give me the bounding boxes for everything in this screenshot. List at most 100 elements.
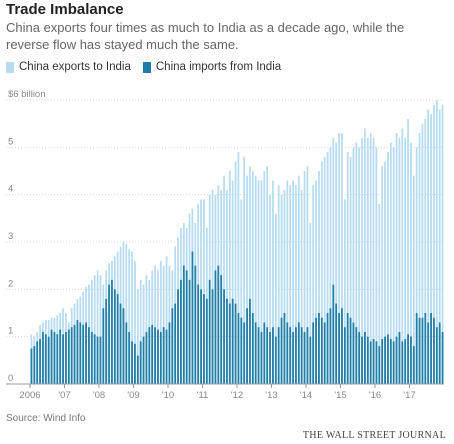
import-bar xyxy=(88,327,90,384)
export-bar xyxy=(266,166,269,384)
export-bar xyxy=(134,260,136,384)
export-bar xyxy=(142,284,145,384)
export-bar xyxy=(154,265,156,384)
export-bar xyxy=(272,180,274,384)
export-bar xyxy=(341,133,343,384)
export-bar xyxy=(289,185,292,384)
import-bar xyxy=(277,327,280,384)
import-bar xyxy=(369,341,372,384)
export-bar xyxy=(372,137,375,384)
import-bar xyxy=(180,279,182,384)
import-bar xyxy=(300,327,303,384)
import-bar xyxy=(392,341,395,384)
legend-item-imports: China imports from India xyxy=(142,61,281,73)
import-bar xyxy=(33,346,36,384)
import-bar xyxy=(79,322,82,384)
export-bar xyxy=(246,175,248,384)
export-bar xyxy=(283,189,286,384)
export-bar xyxy=(318,171,320,384)
import-bar xyxy=(211,289,214,384)
import-bar xyxy=(343,327,346,384)
export-bar xyxy=(355,142,358,384)
export-bar xyxy=(424,118,427,384)
export-bar xyxy=(412,175,415,384)
import-bar xyxy=(295,327,297,384)
import-bar xyxy=(312,322,315,384)
export-bar xyxy=(404,137,407,384)
x-tick-label: '08 xyxy=(93,390,105,401)
export-bar xyxy=(381,166,384,384)
import-bar xyxy=(407,334,409,384)
export-bar xyxy=(162,265,165,384)
import-bar xyxy=(85,322,87,384)
import-bar xyxy=(410,336,412,384)
import-bar xyxy=(315,317,317,384)
import-bar xyxy=(254,322,257,384)
export-bar xyxy=(274,213,277,384)
import-bar xyxy=(56,334,59,384)
y-tick-label: 5 xyxy=(8,136,13,147)
import-bar xyxy=(234,303,237,384)
export-bar xyxy=(369,133,372,384)
import-bar xyxy=(289,327,292,384)
export-bar xyxy=(438,109,441,384)
import-bar xyxy=(67,329,70,384)
import-bar xyxy=(378,346,381,384)
export-bar xyxy=(441,104,444,384)
import-bar xyxy=(197,284,200,384)
import-bar xyxy=(194,265,197,384)
import-bar xyxy=(174,303,177,384)
import-bar xyxy=(42,331,44,384)
export-bar xyxy=(352,147,355,384)
import-bar xyxy=(349,317,352,384)
import-bar xyxy=(332,284,335,384)
export-bar xyxy=(96,270,99,384)
import-bar xyxy=(30,348,33,384)
import-bar xyxy=(111,279,113,384)
import-bar xyxy=(116,294,119,384)
x-tick-label: '09 xyxy=(127,390,139,401)
x-tick-label: '11 xyxy=(197,390,209,401)
import-bar xyxy=(148,327,151,384)
export-bar xyxy=(277,185,280,384)
import-bar xyxy=(424,313,427,384)
legend-swatch-exports xyxy=(6,61,14,73)
import-bar xyxy=(182,265,185,384)
export-bar xyxy=(343,199,346,384)
import-bar xyxy=(323,322,326,384)
export-bar xyxy=(326,152,329,384)
import-bar xyxy=(412,346,415,384)
import-bar xyxy=(338,313,340,384)
import-bar xyxy=(427,322,430,384)
import-bar xyxy=(53,331,56,384)
export-bar xyxy=(323,156,326,384)
export-bar xyxy=(292,180,294,384)
import-bar xyxy=(358,331,361,384)
export-bar xyxy=(93,275,96,384)
import-bar xyxy=(162,327,165,384)
export-bar xyxy=(338,133,340,384)
import-bar xyxy=(73,324,76,384)
import-bar xyxy=(389,339,392,384)
import-bar xyxy=(136,355,139,384)
export-bar xyxy=(358,147,361,384)
legend-swatch-imports xyxy=(142,61,151,73)
import-bar xyxy=(269,331,271,384)
export-bar xyxy=(407,118,409,384)
export-bar xyxy=(136,289,139,384)
import-bar xyxy=(142,336,145,384)
import-bar xyxy=(220,275,223,384)
import-bar xyxy=(303,331,306,384)
export-bar xyxy=(145,275,148,384)
import-bar xyxy=(145,331,148,384)
chart-title: Trade Imbalance xyxy=(6,1,124,18)
import-bar xyxy=(398,331,401,384)
import-bar xyxy=(243,322,246,384)
export-bar xyxy=(303,171,306,384)
import-bar xyxy=(430,313,432,384)
export-bar xyxy=(389,142,392,384)
source-note: Source: Wind Info xyxy=(6,413,86,424)
legend: China exports to India China imports fro… xyxy=(6,61,293,73)
import-bar xyxy=(128,331,131,384)
imports-series xyxy=(30,251,444,384)
